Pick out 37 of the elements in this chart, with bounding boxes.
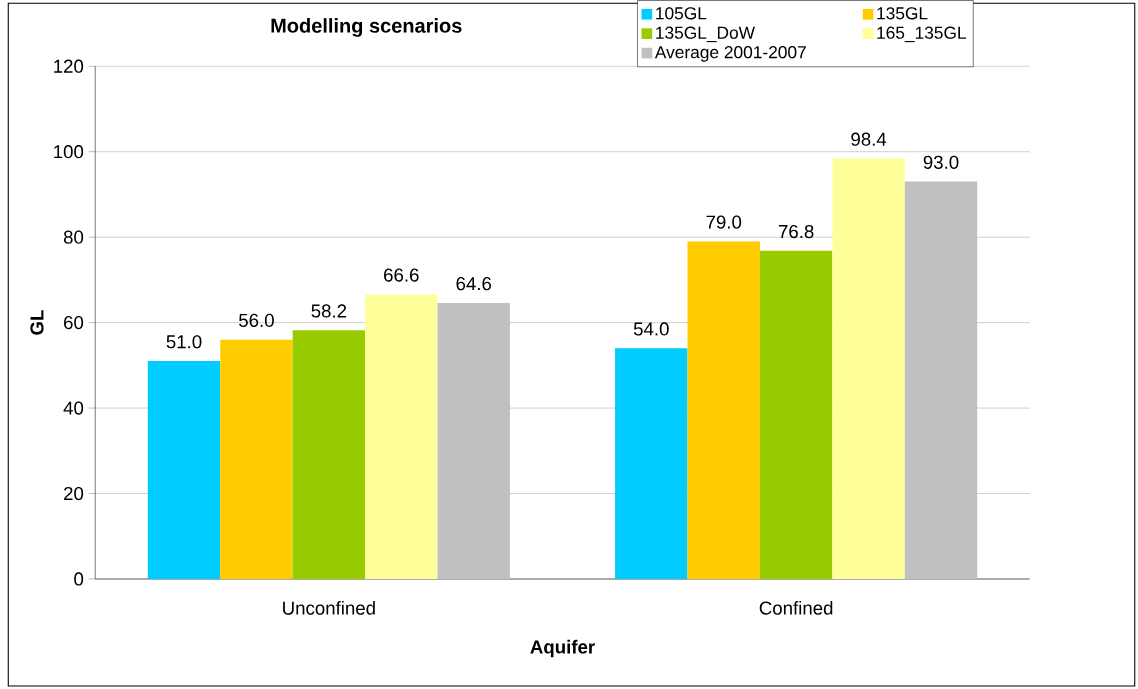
y-axis-title: GL: [30, 310, 44, 335]
bar: [832, 158, 905, 579]
legend-label: 135GL_DoW: [656, 26, 755, 43]
legend-label: Average 2001-2007: [654, 45, 806, 62]
bar: [292, 330, 366, 579]
bar: [365, 294, 438, 579]
bar: [904, 181, 978, 579]
data-label: 79.0: [706, 215, 742, 229]
data-label: 64.6: [456, 276, 492, 291]
data-label: 93.0: [923, 155, 959, 169]
y-tick-label: 0: [74, 572, 84, 586]
data-label: 51.0: [166, 335, 202, 349]
y-tick-label: 20: [64, 486, 84, 501]
data-label: 58.2: [311, 304, 347, 318]
y-tick-label: 120: [54, 59, 84, 73]
bar: [220, 339, 293, 579]
legend-label: 105GL: [656, 7, 707, 20]
data-label: 66.6: [384, 268, 419, 282]
data-label: 76.8: [778, 224, 814, 239]
data-label: 56.0: [239, 313, 274, 327]
y-tick-label: 80: [63, 230, 84, 244]
bar: [437, 302, 510, 579]
x-axis-title: Aquifer: [530, 639, 595, 658]
bar: [687, 241, 760, 579]
bar: [147, 360, 221, 579]
y-tick-label: 100: [54, 144, 84, 159]
data-label: 54.0: [633, 322, 669, 336]
bar: [759, 250, 833, 579]
x-tick-label: Confined: [759, 600, 833, 615]
legend-label: 165_135GL: [877, 26, 967, 43]
y-tick-label: 60: [64, 315, 84, 330]
bar: [615, 348, 688, 579]
data-label: 98.4: [851, 132, 887, 146]
y-tick-label: 40: [63, 401, 84, 415]
legend-label: 135GL: [877, 7, 928, 20]
chart-title: Modelling scenarios: [271, 18, 462, 37]
x-tick-label: Unconfined: [283, 600, 375, 615]
